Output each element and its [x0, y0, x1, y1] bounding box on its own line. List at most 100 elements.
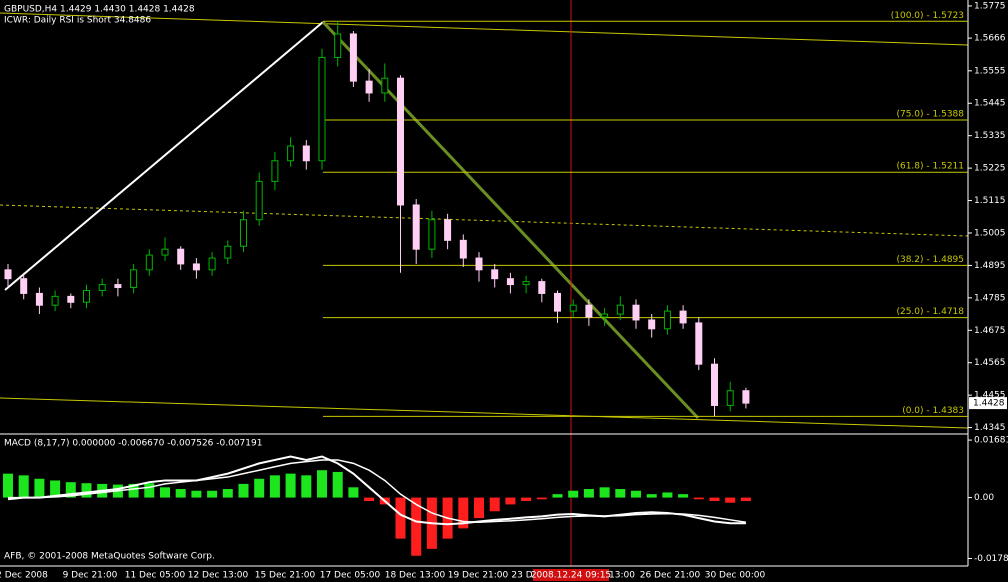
- candle-body: [679, 310, 687, 324]
- candle-body: [302, 145, 310, 162]
- candle-body: [334, 33, 342, 59]
- candle-body: [145, 254, 153, 271]
- y-tick-label: 0.00: [974, 493, 994, 503]
- candle-body: [601, 313, 609, 318]
- candle-body: [208, 257, 216, 271]
- histogram-bar: [568, 490, 579, 498]
- y-tick-label: 1.5115: [974, 196, 1006, 206]
- x-tick-label: 11 Dec 05:00: [125, 571, 186, 581]
- x-tick-label: 30 Dec 00:00: [705, 571, 766, 581]
- x-tick-label: 12 Dec 13:00: [188, 571, 249, 581]
- histogram-bar: [599, 487, 610, 498]
- copyright: AFB, © 2001-2008 MetaQuotes Software Cor…: [4, 552, 215, 562]
- candle-body: [491, 269, 499, 280]
- candle-body: [522, 281, 530, 286]
- candle-body: [83, 289, 90, 303]
- fib-label: (75.0) - 1.5388: [896, 110, 964, 120]
- histogram-bar: [191, 490, 202, 498]
- histogram-bar: [348, 487, 359, 498]
- histogram-bar: [740, 497, 751, 501]
- candle-body: [67, 295, 75, 303]
- histogram-bar: [254, 478, 265, 498]
- candle-body: [412, 204, 420, 250]
- histogram-bar: [301, 475, 312, 498]
- candle-body: [349, 33, 357, 82]
- histogram-bar: [18, 475, 29, 498]
- candle-body: [192, 263, 200, 271]
- zigzag: [4, 21, 324, 291]
- histogram-bar: [474, 497, 484, 519]
- fib-label: (61.8) - 1.5211: [896, 162, 964, 172]
- histogram-bar: [489, 497, 500, 512]
- indicator-label: ICWR: Daily RSI is Short 34.8486: [4, 16, 151, 26]
- histogram-bar: [678, 494, 689, 498]
- candle-body: [4, 269, 12, 280]
- candle-body: [271, 160, 279, 182]
- y-tick-label: 1.5775: [974, 1, 1006, 11]
- candle-body: [632, 304, 640, 321]
- histogram-bar: [615, 489, 626, 498]
- chart-title: GBPUSD,H4 1.4429 1.4430 1.4428 1.4428: [4, 5, 195, 15]
- x-tick-label: 19 Dec 21:00: [448, 571, 509, 581]
- histogram-bar: [411, 497, 422, 556]
- histogram-bar: [662, 492, 673, 498]
- macd-title: MACD (8,17,7) 0.000000 -0.006670 -0.0075…: [4, 439, 262, 449]
- histogram-bar: [521, 497, 532, 501]
- y-tick-label: 0.01681: [974, 436, 1008, 446]
- y-tick-label: -0.0178: [974, 554, 1008, 564]
- x-tick-label: 26 Dec 21:00: [640, 571, 701, 581]
- candle-body: [255, 180, 263, 221]
- last-price: 1.4428: [973, 399, 1005, 409]
- histogram-bar: [81, 483, 92, 498]
- x-tick-label: 23 D: [511, 571, 532, 581]
- histogram-bar: [583, 489, 594, 498]
- histogram-bar: [458, 497, 469, 529]
- histogram-bar: [505, 497, 516, 505]
- candle-body: [475, 257, 483, 271]
- histogram-bar: [285, 473, 296, 498]
- candle-body: [35, 292, 43, 306]
- candle-body: [554, 292, 561, 312]
- candle-body: [444, 219, 452, 241]
- candle-body: [459, 239, 467, 259]
- y-tick-label: 1.4345: [974, 423, 1006, 433]
- histogram-bar: [332, 471, 343, 498]
- signal-line: [8, 459, 747, 523]
- y-tick-label: 1.5225: [974, 164, 1006, 174]
- x-tick-label: 9 Dec 21:00: [63, 571, 118, 581]
- candle-body: [365, 80, 373, 94]
- y-tick-label: 1.5335: [974, 131, 1006, 141]
- candle-body: [569, 304, 577, 312]
- y-tick-label: 1.4565: [974, 358, 1006, 368]
- y-tick-label: 1.5445: [974, 99, 1006, 109]
- candle-body: [161, 248, 169, 256]
- histogram-bar: [709, 497, 720, 501]
- histogram-bar: [269, 475, 280, 498]
- histogram-bar: [631, 490, 641, 498]
- histogram-bar: [536, 497, 547, 500]
- y-tick-label: 1.4895: [974, 261, 1006, 271]
- y-tick-label: 1.4675: [974, 326, 1006, 336]
- histogram-bar: [364, 497, 375, 501]
- histogram-bar: [3, 473, 13, 498]
- histogram-bar: [238, 483, 249, 498]
- candle-body: [726, 390, 734, 406]
- histogram-bar: [128, 483, 139, 498]
- x-tick-label: 2 Dec 2008: [0, 571, 48, 581]
- macd-line: [7, 455, 746, 526]
- channel-line: [0, 12, 969, 46]
- histogram-bar: [65, 482, 76, 498]
- candle-body: [616, 304, 624, 315]
- histogram-bar: [317, 470, 327, 498]
- y-tick-label: 1.5666: [974, 34, 1006, 44]
- candle-body: [287, 145, 295, 162]
- candle-body: [381, 77, 389, 94]
- candle-body: [224, 245, 232, 259]
- candle-body: [98, 284, 106, 291]
- histogram-bar: [725, 497, 736, 503]
- candle-body: [585, 304, 593, 318]
- candle-body: [397, 77, 404, 206]
